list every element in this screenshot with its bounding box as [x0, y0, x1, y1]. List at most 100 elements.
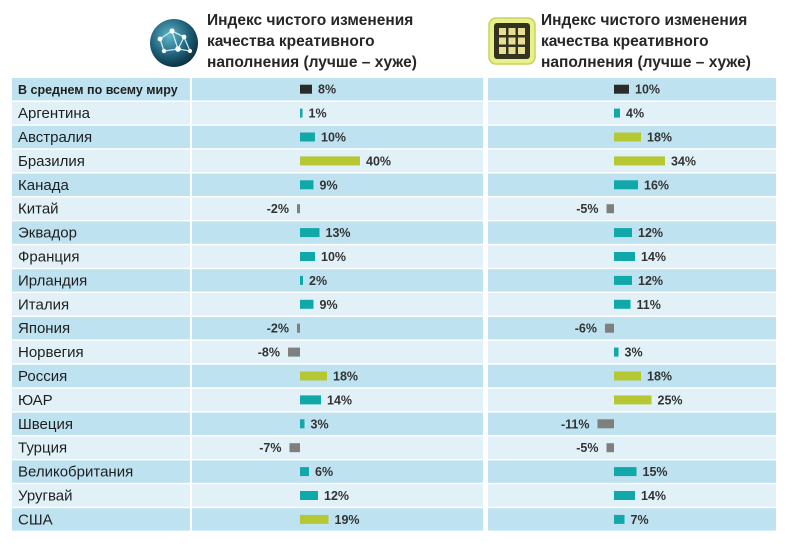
- row-bg: [192, 508, 483, 531]
- category-label: Норвегия: [18, 344, 84, 361]
- data-label: 10%: [321, 250, 346, 264]
- row-label-bg: [12, 245, 190, 268]
- bar: [606, 443, 614, 453]
- bar: [300, 156, 360, 166]
- bar: [614, 491, 635, 500]
- row-bg: [192, 173, 483, 196]
- data-label: 18%: [333, 370, 358, 384]
- bar: [614, 252, 635, 261]
- data-label: 10%: [321, 131, 346, 145]
- data-label: 3%: [625, 346, 643, 360]
- category-label: ЮАР: [18, 392, 53, 409]
- bar: [606, 204, 614, 214]
- data-label: 3%: [311, 417, 329, 431]
- bar: [300, 491, 318, 500]
- bar: [614, 156, 665, 166]
- row-label-bg: [12, 364, 190, 388]
- row-bg: [192, 484, 483, 507]
- category-label: Франция: [18, 249, 79, 266]
- data-label: -8%: [258, 346, 280, 360]
- data-label: 1%: [309, 107, 327, 121]
- row-label-bg: [12, 412, 190, 435]
- data-label: 12%: [638, 274, 663, 288]
- data-label: 4%: [626, 107, 644, 121]
- data-label: 9%: [320, 178, 338, 192]
- data-label: -5%: [576, 202, 598, 216]
- category-label: Эквадор: [18, 225, 77, 242]
- row-bg: [192, 364, 483, 388]
- bar: [614, 228, 632, 238]
- bar: [614, 467, 637, 477]
- row-bg: [192, 460, 483, 483]
- bar: [614, 180, 638, 190]
- bar: [300, 395, 321, 405]
- category-label: Китай: [18, 201, 59, 218]
- grid-tile-icon: [488, 17, 536, 65]
- bar: [614, 395, 652, 405]
- row-label-bg: [12, 125, 190, 149]
- data-label: 18%: [647, 370, 672, 384]
- row-label-bg: [12, 293, 190, 316]
- category-label: Италия: [18, 296, 69, 313]
- bar: [614, 132, 641, 142]
- category-label: Турция: [18, 440, 67, 457]
- row-bg: [488, 197, 776, 220]
- row-bg: [192, 197, 483, 220]
- bar: [300, 108, 303, 118]
- bar: [300, 132, 315, 142]
- bar: [300, 419, 305, 429]
- bar: [614, 514, 625, 524]
- bar: [297, 204, 300, 214]
- data-label: 11%: [637, 298, 661, 312]
- bar: [300, 252, 315, 261]
- row-bg: [488, 508, 776, 531]
- category-label: В среднем по всему миру: [18, 83, 178, 97]
- row-bg: [192, 436, 483, 459]
- data-label: -2%: [267, 202, 289, 216]
- row-bg: [488, 78, 776, 101]
- bar: [614, 299, 631, 309]
- category-label: Аргентина: [18, 105, 91, 122]
- bar: [300, 84, 312, 94]
- category-label: Великобритания: [18, 464, 133, 481]
- right-column-title: Индекс чистого изменения качества креати…: [541, 12, 751, 71]
- data-label: 25%: [658, 393, 683, 407]
- category-label: Япония: [18, 320, 70, 337]
- data-label: -7%: [259, 441, 281, 455]
- bar: [300, 514, 329, 524]
- row-bg: [192, 125, 483, 149]
- row-bg: [488, 436, 776, 459]
- data-label: 12%: [324, 489, 349, 503]
- bar: [300, 275, 303, 285]
- row-label-bg: [12, 340, 190, 364]
- row-label-bg: [12, 149, 190, 173]
- bar: [614, 371, 641, 381]
- row-label-bg: [12, 484, 190, 507]
- category-label: Канада: [18, 177, 69, 194]
- globe-network-icon: [148, 17, 200, 69]
- row-bg: [192, 388, 483, 412]
- row-bg: [192, 221, 483, 244]
- data-label: 40%: [366, 154, 391, 168]
- data-label: 6%: [315, 465, 333, 479]
- data-label: 34%: [671, 154, 696, 168]
- data-label: 14%: [641, 250, 666, 264]
- data-label: -6%: [575, 322, 597, 336]
- chart-header: Индекс чистого изменения качества креати…: [0, 0, 800, 76]
- data-label: -2%: [267, 322, 289, 336]
- data-label: 19%: [335, 513, 360, 527]
- left-column-title: Индекс чистого изменения качества креати…: [207, 12, 417, 71]
- bar: [297, 323, 300, 333]
- bar: [288, 347, 300, 357]
- row-bg: [192, 412, 483, 435]
- row-label-bg: [12, 508, 190, 531]
- row-bg: [192, 78, 483, 101]
- row-bg: [488, 340, 776, 364]
- category-label: Уругвай: [18, 488, 73, 505]
- data-label: 16%: [644, 178, 669, 192]
- bar: [289, 443, 300, 453]
- row-bg: [488, 101, 776, 125]
- category-label: США: [18, 511, 53, 528]
- bar: [614, 347, 619, 357]
